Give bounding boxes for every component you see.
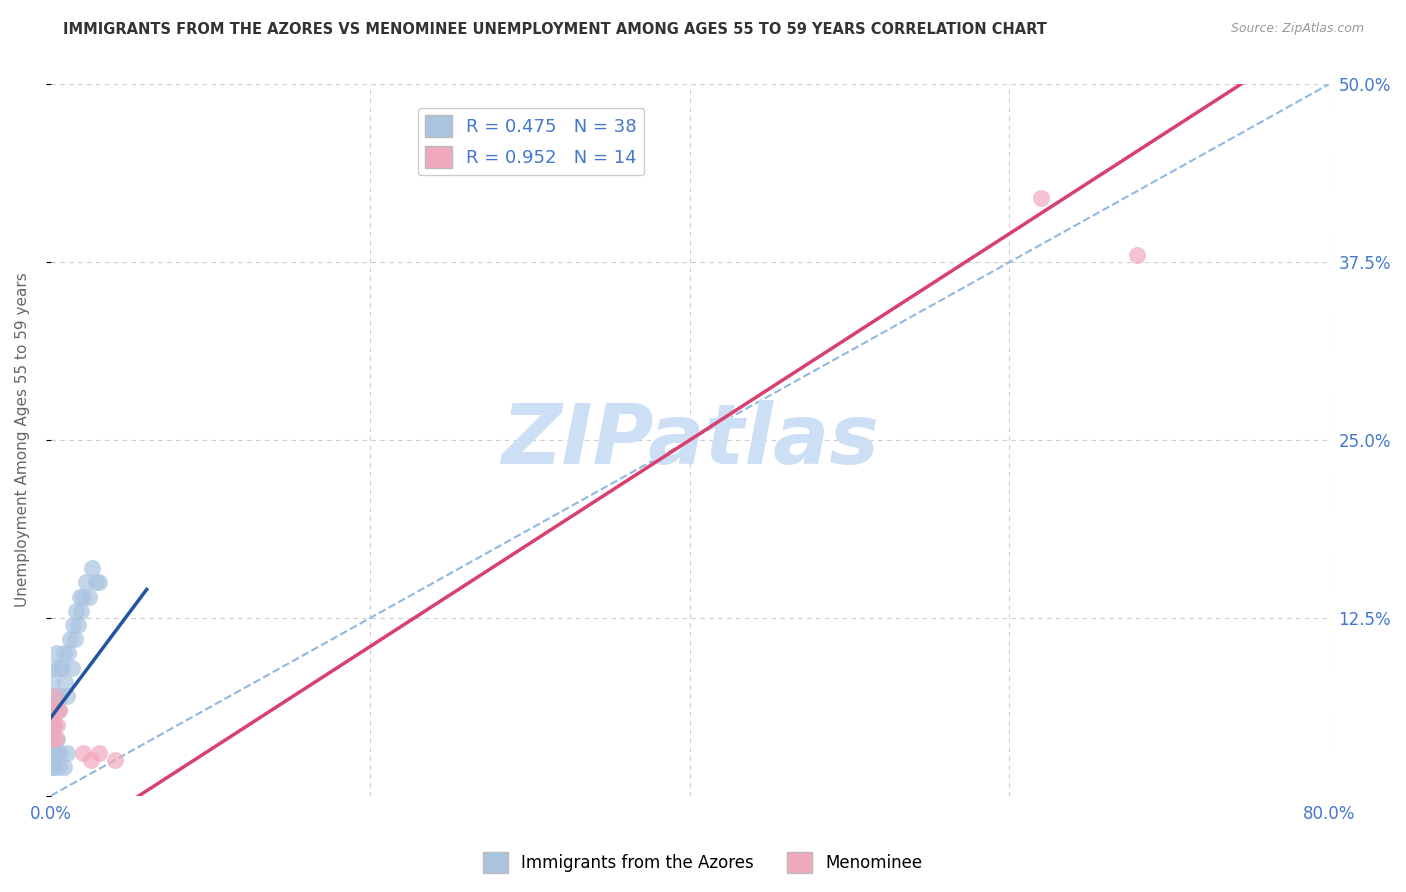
Text: ZIPatlas: ZIPatlas	[501, 400, 879, 481]
Point	[72, 590, 94, 604]
Point	[41, 731, 63, 746]
Point	[41, 703, 63, 717]
Point	[60, 661, 83, 675]
Point	[1031, 191, 1053, 205]
Legend: R = 0.475   N = 38, R = 0.952   N = 14: R = 0.475 N = 38, R = 0.952 N = 14	[418, 108, 644, 175]
Point	[104, 753, 127, 767]
Text: Source: ZipAtlas.com: Source: ZipAtlas.com	[1230, 22, 1364, 36]
Point	[48, 760, 70, 774]
Point	[53, 675, 76, 690]
Point	[42, 717, 65, 731]
Point	[80, 753, 103, 767]
Point	[42, 760, 65, 774]
Legend: Immigrants from the Azores, Menominee: Immigrants from the Azores, Menominee	[477, 846, 929, 880]
Point	[45, 731, 67, 746]
Point	[66, 618, 89, 632]
Point	[45, 703, 67, 717]
Point	[42, 661, 65, 675]
Point	[49, 746, 72, 760]
Point	[70, 604, 93, 618]
Point	[45, 703, 67, 717]
Point	[62, 618, 84, 632]
Point	[63, 632, 86, 647]
Point	[58, 647, 80, 661]
Point	[49, 689, 72, 703]
Point	[45, 746, 67, 760]
Point	[48, 661, 70, 675]
Point	[48, 703, 70, 717]
Point	[46, 717, 69, 731]
Point	[56, 746, 79, 760]
Point	[46, 731, 69, 746]
Point	[42, 689, 65, 703]
Point	[51, 661, 73, 675]
Point	[75, 575, 97, 590]
Point	[42, 717, 65, 731]
Point	[65, 604, 87, 618]
Point	[82, 561, 104, 575]
Point	[69, 590, 91, 604]
Point	[84, 575, 107, 590]
Point	[52, 760, 75, 774]
Y-axis label: Unemployment Among Ages 55 to 59 years: Unemployment Among Ages 55 to 59 years	[15, 273, 30, 607]
Point	[87, 746, 110, 760]
Point	[46, 689, 69, 703]
Point	[41, 731, 63, 746]
Point	[56, 689, 79, 703]
Point	[48, 703, 70, 717]
Point	[87, 575, 110, 590]
Point	[1126, 248, 1149, 262]
Point	[45, 647, 67, 661]
Point	[59, 632, 82, 647]
Point	[52, 647, 75, 661]
Point	[72, 746, 94, 760]
Point	[41, 760, 63, 774]
Point	[77, 590, 100, 604]
Point	[41, 675, 63, 690]
Text: IMMIGRANTS FROM THE AZORES VS MENOMINEE UNEMPLOYMENT AMONG AGES 55 TO 59 YEARS C: IMMIGRANTS FROM THE AZORES VS MENOMINEE …	[63, 22, 1047, 37]
Point	[46, 746, 69, 760]
